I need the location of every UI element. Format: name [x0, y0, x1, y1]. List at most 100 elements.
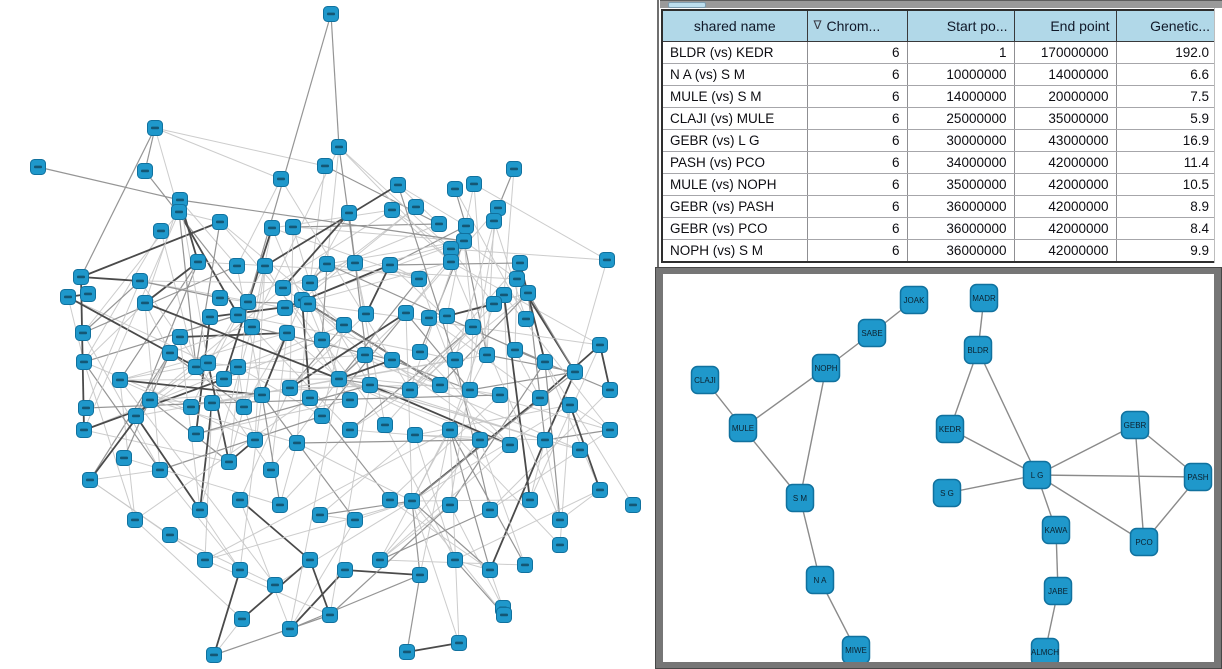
- cell-value[interactable]: 30000000: [907, 129, 1015, 152]
- network-node[interactable]: [421, 310, 437, 326]
- network-node[interactable]: [462, 382, 478, 398]
- network-edge[interactable]: [289, 574, 421, 630]
- network-edge[interactable]: [449, 504, 504, 609]
- network-node[interactable]: [152, 462, 168, 478]
- table-row[interactable]: BLDR (vs) KEDR 6 1 170000000 192.0: [663, 41, 1216, 64]
- table-row[interactable]: MULE (vs) NOPH 6 35000000 42000000 10.5: [663, 173, 1216, 196]
- network-node[interactable]: [599, 252, 615, 268]
- network-node[interactable]: [302, 552, 318, 568]
- network-edge[interactable]: [449, 429, 526, 566]
- network-node[interactable]: [408, 199, 424, 215]
- cell-value[interactable]: 6: [807, 239, 908, 261]
- network-node[interactable]: [264, 220, 280, 236]
- network-node[interactable]: [465, 319, 481, 335]
- network-node[interactable]: [212, 290, 228, 306]
- network-node[interactable]: [439, 308, 455, 324]
- network-edge[interactable]: [406, 574, 421, 653]
- network-node-MULE[interactable]: MULE: [728, 413, 758, 443]
- network-node[interactable]: [331, 371, 347, 387]
- network-node[interactable]: [132, 273, 148, 289]
- cell-value[interactable]: 5.9: [1116, 107, 1216, 130]
- network-node[interactable]: [572, 442, 588, 458]
- network-edge[interactable]: [489, 429, 611, 511]
- network-node[interactable]: [479, 347, 495, 363]
- cell-value[interactable]: 8.4: [1116, 217, 1216, 240]
- network-node[interactable]: [257, 258, 273, 274]
- cell-shared-name[interactable]: MULE (vs) NOPH: [663, 173, 808, 196]
- network-node[interactable]: [404, 493, 420, 509]
- network-node[interactable]: [112, 372, 128, 388]
- column-header-chrom-[interactable]: ∇ Chrom...: [807, 11, 908, 42]
- network-node[interactable]: [200, 355, 216, 371]
- network-edge[interactable]: [389, 225, 467, 266]
- network-node[interactable]: [625, 497, 641, 513]
- network-node[interactable]: [116, 450, 132, 466]
- network-node[interactable]: [331, 139, 347, 155]
- network-edge[interactable]: [338, 359, 393, 380]
- network-edge[interactable]: [204, 500, 413, 561]
- network-node[interactable]: [319, 256, 335, 272]
- network-edge[interactable]: [199, 326, 253, 511]
- network-edge[interactable]: [329, 384, 371, 616]
- cell-value[interactable]: 36000000: [907, 195, 1015, 218]
- network-node[interactable]: [390, 177, 406, 193]
- network-node[interactable]: [153, 223, 169, 239]
- panel-tab[interactable]: [668, 2, 706, 8]
- network-edge[interactable]: [154, 127, 326, 167]
- network-node[interactable]: [137, 163, 153, 179]
- network-node[interactable]: [486, 213, 502, 229]
- network-edge[interactable]: [321, 312, 407, 417]
- network-edge[interactable]: [247, 13, 332, 303]
- cell-value[interactable]: 10000000: [907, 63, 1015, 86]
- network-node[interactable]: [247, 432, 263, 448]
- network-node[interactable]: [520, 285, 536, 301]
- network-node[interactable]: [362, 377, 378, 393]
- network-node-KEDR[interactable]: KEDR: [935, 414, 965, 444]
- table-row[interactable]: NOPH (vs) S M 6 36000000 42000000 9.9: [663, 239, 1216, 261]
- cell-value[interactable]: 6: [807, 41, 908, 64]
- network-node[interactable]: [518, 311, 534, 327]
- network-edge[interactable]: [85, 280, 141, 409]
- network-node-SG[interactable]: S G: [932, 478, 962, 508]
- network-node[interactable]: [377, 417, 393, 433]
- network-node[interactable]: [472, 432, 488, 448]
- network-edge[interactable]: [544, 439, 561, 521]
- network-node[interactable]: [456, 233, 472, 249]
- network-node[interactable]: [127, 512, 143, 528]
- network-edge[interactable]: [414, 404, 571, 436]
- network-edge[interactable]: [261, 332, 288, 396]
- network-node[interactable]: [285, 219, 301, 235]
- cell-value[interactable]: 20000000: [1014, 85, 1117, 108]
- network-node[interactable]: [482, 562, 498, 578]
- network-edge[interactable]: [149, 399, 298, 444]
- network-node[interactable]: [277, 300, 293, 316]
- network-edge[interactable]: [574, 259, 608, 373]
- network-node[interactable]: [602, 422, 618, 438]
- network-edge[interactable]: [271, 227, 303, 301]
- network-edge[interactable]: [544, 361, 634, 506]
- cell-shared-name[interactable]: GEBR (vs) PCO: [663, 217, 808, 240]
- network-node-JOAK[interactable]: JOAK: [899, 285, 929, 315]
- network-edge[interactable]: [365, 264, 391, 315]
- network-edge[interactable]: [454, 489, 601, 561]
- network-node[interactable]: [78, 400, 94, 416]
- network-node[interactable]: [342, 422, 358, 438]
- network-edge[interactable]: [144, 170, 249, 303]
- table-row[interactable]: PASH (vs) PCO 6 34000000 42000000 11.4: [663, 151, 1216, 174]
- column-header-start-po-[interactable]: Start po...: [907, 11, 1015, 42]
- network-node[interactable]: [282, 621, 298, 637]
- network-node-NA[interactable]: N A: [805, 565, 835, 595]
- network-edge[interactable]: [251, 326, 351, 431]
- network-edge[interactable]: [239, 387, 291, 501]
- network-edge[interactable]: [449, 429, 460, 644]
- network-node-GEBR[interactable]: GEBR: [1120, 410, 1150, 440]
- cell-value[interactable]: 6: [807, 85, 908, 108]
- cell-value[interactable]: 42000000: [1014, 217, 1117, 240]
- column-header-end-point[interactable]: End point: [1014, 11, 1117, 42]
- cell-value[interactable]: 10.5: [1116, 173, 1216, 196]
- network-node[interactable]: [230, 359, 246, 375]
- network-node-MIWE[interactable]: MIWE: [841, 635, 871, 663]
- table-row[interactable]: GEBR (vs) PCO 6 36000000 42000000 8.4: [663, 217, 1216, 240]
- network-node[interactable]: [302, 275, 318, 291]
- network-node-LG[interactable]: L G: [1022, 460, 1052, 490]
